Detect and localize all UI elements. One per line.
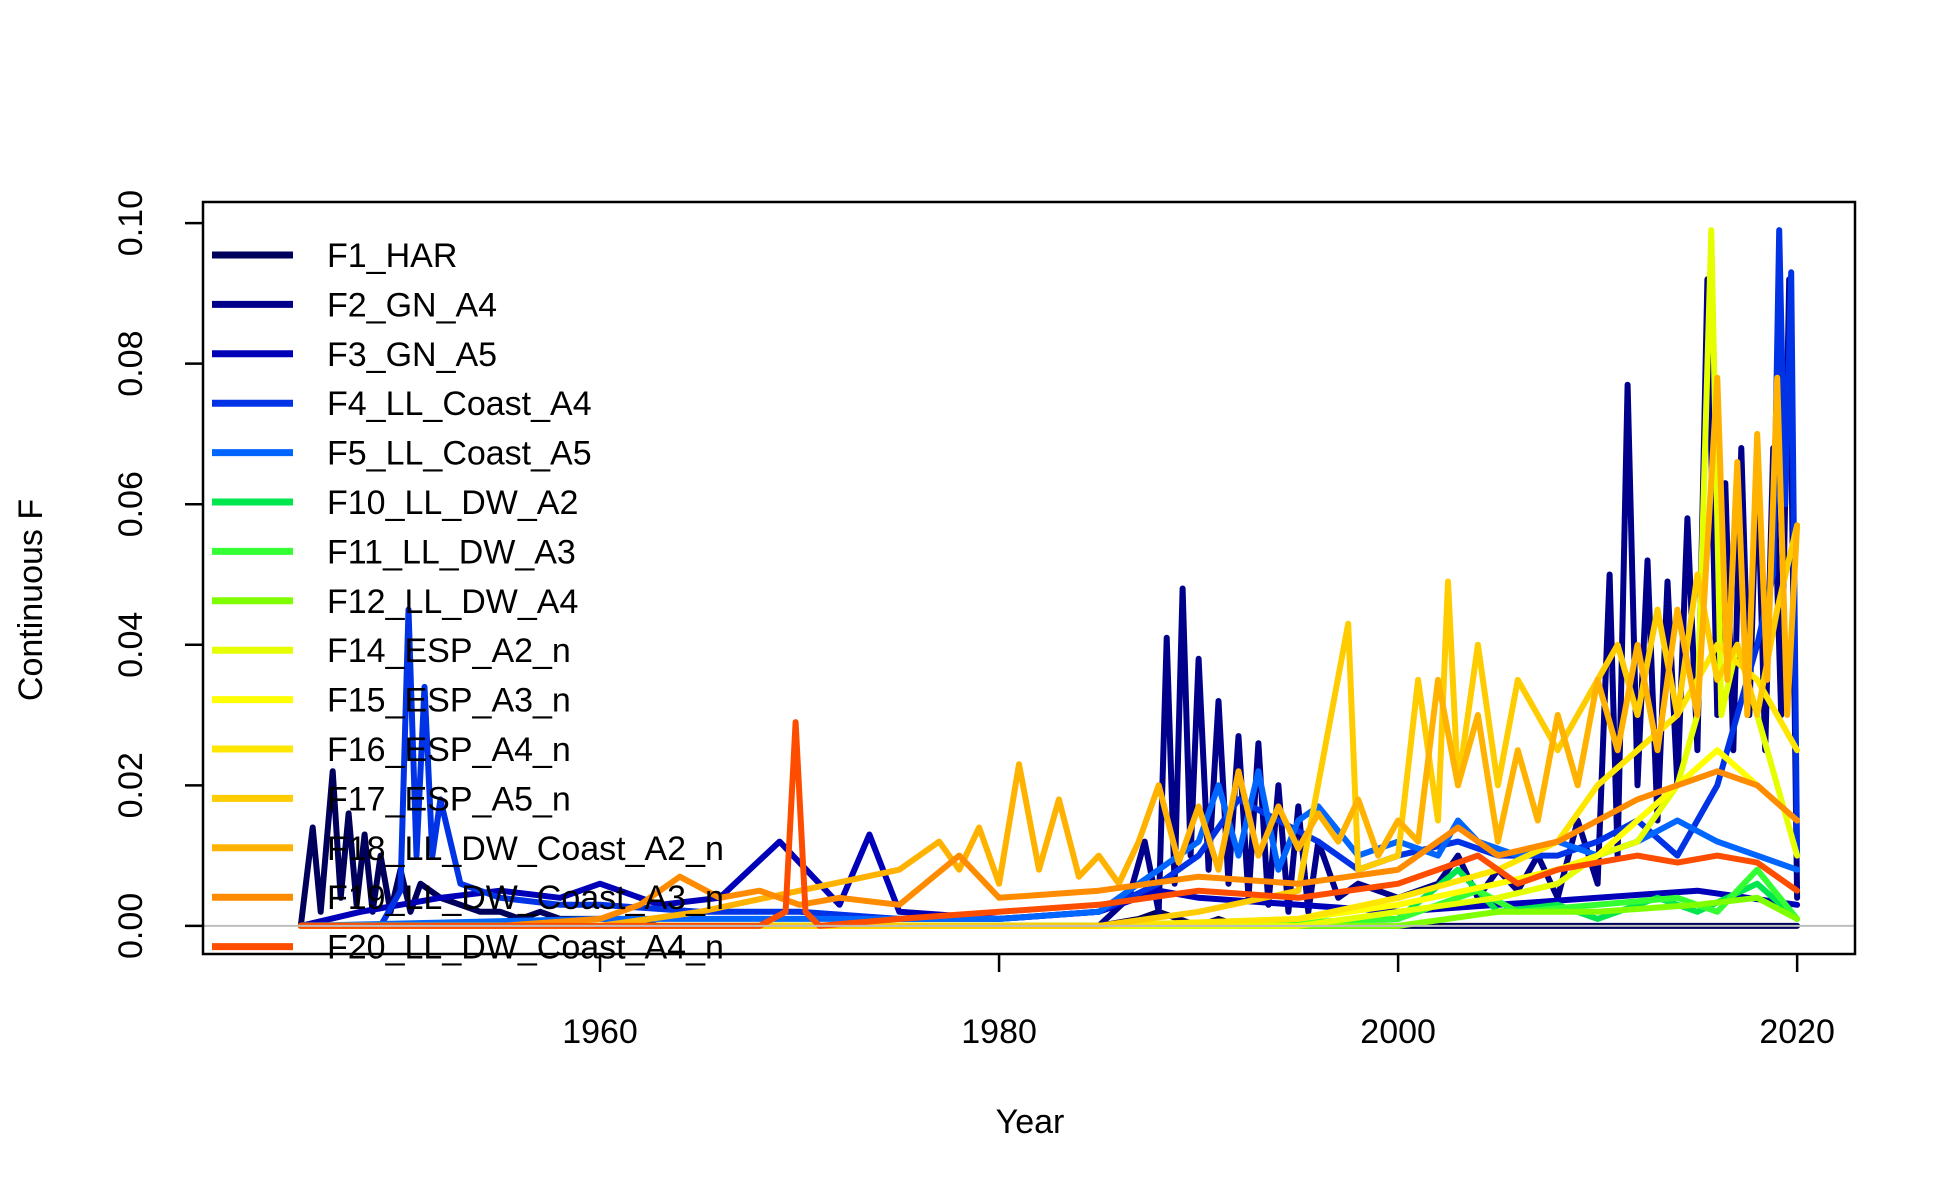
- y-tick-label: 0.08: [112, 331, 150, 397]
- legend-label-13: F18_LL_DW_Coast_A2_n: [327, 830, 724, 868]
- series-line-15: [297, 719, 1801, 929]
- legend-label-8: F12_LL_DW_A4: [327, 583, 578, 621]
- y-tick-label: 0.06: [112, 471, 150, 537]
- legend-label-14: F19_LL_DW_Coast_A3_n: [327, 879, 724, 917]
- y-tick-label: 0.02: [112, 752, 150, 818]
- axes-layer: 1960 1980 2000 2020 0.00 0.02 0.04 0.06 0.08 0.10: [112, 190, 1857, 1051]
- legend-label-1: F1_HAR: [327, 237, 457, 275]
- y-axis-label: Continuous F: [12, 499, 50, 701]
- legend-label-12: F17_ESP_A5_n: [327, 780, 571, 818]
- x-tick-label: 1980: [961, 1013, 1037, 1051]
- legend-label-7: F11_LL_DW_A3: [327, 533, 576, 571]
- series-line-13: [297, 374, 1801, 929]
- x-tick-label: 1960: [562, 1013, 638, 1051]
- legend-label-3: F3_GN_A5: [327, 336, 497, 374]
- x-tick-label: 2020: [1759, 1013, 1835, 1051]
- legend-label-2: F2_GN_A4: [327, 286, 497, 324]
- series-line-14: [297, 768, 1801, 929]
- x-axis-label: Year: [996, 1103, 1065, 1141]
- legend-label-4: F4_LL_Coast_A4: [327, 385, 592, 423]
- legend: F1_HAR F2_GN_A4 F3_GN_A5 F4_LL_Coast_A4 F5_L…: [212, 237, 724, 967]
- y-tick-label: 0.00: [112, 893, 150, 959]
- y-tick-label: 0.04: [112, 612, 150, 678]
- legend-label-15: F20_LL_DW_Coast_A4_n: [327, 929, 724, 967]
- legend-label-11: F16_ESP_A4_n: [327, 731, 571, 769]
- legend-label-6: F10_LL_DW_A2: [327, 484, 578, 522]
- x-tick-label: 2000: [1360, 1013, 1436, 1051]
- y-tick-label: 0.10: [112, 190, 150, 256]
- legend-label-10: F15_ESP_A3_n: [327, 682, 571, 720]
- legend-label-9: F14_ESP_A2_n: [327, 632, 571, 670]
- series-line-4: [297, 227, 1801, 929]
- legend-label-5: F5_LL_Coast_A5: [327, 435, 592, 473]
- series-line-12: [297, 522, 1801, 929]
- plot-frame: [201, 200, 1857, 956]
